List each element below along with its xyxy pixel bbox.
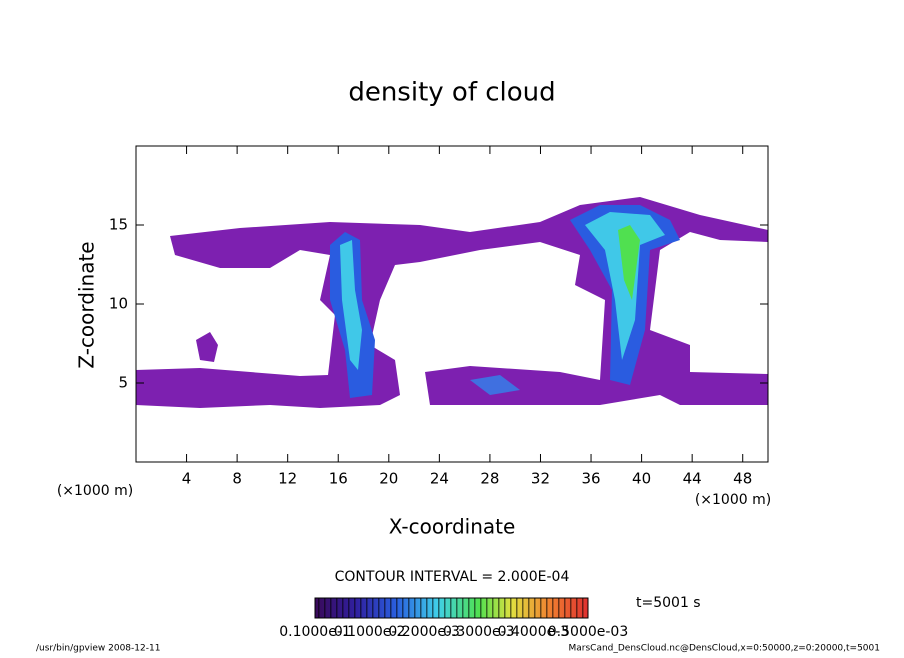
x-tick-label: 28: [480, 470, 499, 488]
x-tick-label: 16: [329, 470, 348, 488]
cloud-field: [136, 197, 768, 408]
colorbar-label: 0.3000e-3: [443, 624, 515, 640]
colorbar-label: 0.4000e-3: [498, 624, 570, 640]
colorbar-frame: [314, 597, 589, 619]
y-tick-label: 10: [109, 295, 128, 313]
x-axis-label: X-coordinate: [389, 515, 516, 539]
chart-title: density of cloud: [348, 78, 555, 108]
y-tick-label: 15: [109, 216, 128, 234]
x-unit: (×1000 m): [695, 492, 771, 508]
colorbar-label: 0.1000e-2: [334, 624, 406, 640]
x-tick-label: 36: [581, 470, 600, 488]
x-tick-label: 32: [531, 470, 550, 488]
x-tick-label: 20: [379, 470, 398, 488]
y-unit: (×1000 m): [57, 483, 133, 499]
contour-interval: CONTOUR INTERVAL = 2.000E-04: [335, 569, 570, 585]
y-axis-label: Z-coordinate: [75, 241, 99, 368]
x-tick-label: 24: [430, 470, 449, 488]
x-tick-label: 40: [632, 470, 651, 488]
x-tick-label: 4: [182, 470, 192, 488]
x-tick-label: 12: [278, 470, 297, 488]
colorbar-label: 0.1000e-1: [279, 624, 351, 640]
time-label: t=5001 s: [636, 595, 701, 611]
x-tick-label: 44: [683, 470, 702, 488]
x-tick-label: 8: [232, 470, 242, 488]
y-tick-label: 5: [118, 374, 128, 392]
footer-right: MarsCand_DensCloud.nc@DensCloud,x=0:5000…: [568, 644, 880, 654]
colorbar-label: 0.5000e-03: [548, 624, 628, 640]
x-tick-label: 48: [733, 470, 752, 488]
footer-left: /usr/bin/gpview 2008-12-11: [36, 644, 160, 654]
colorbar-label: 0.2000e-3: [388, 624, 460, 640]
plot-frame: [135, 145, 769, 463]
